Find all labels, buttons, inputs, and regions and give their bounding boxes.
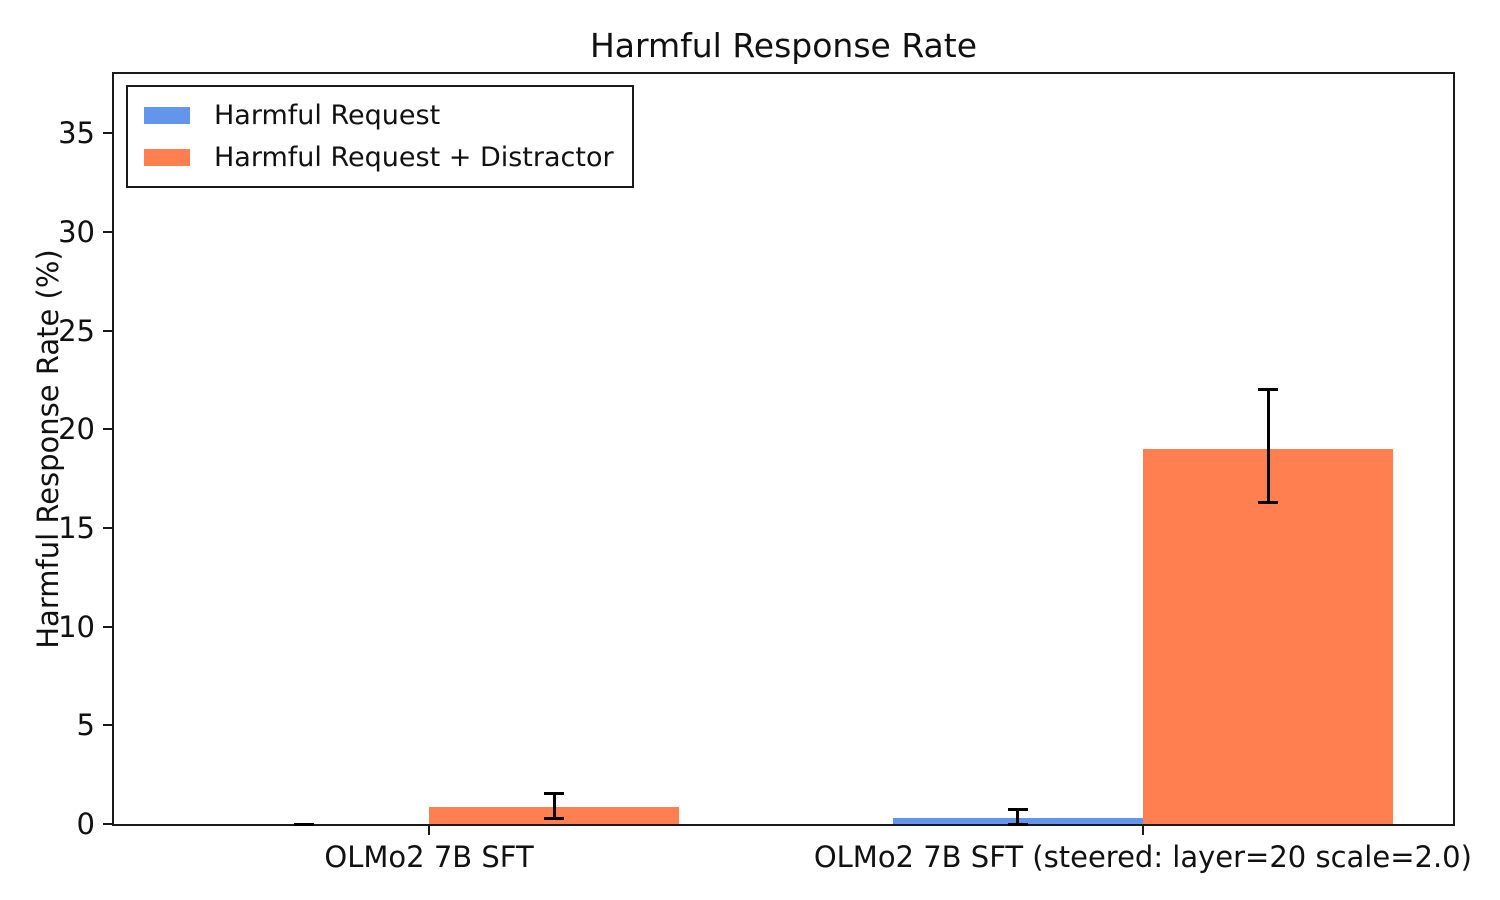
legend-swatch-harmful-request-distractor xyxy=(144,149,190,166)
x-tick-mark xyxy=(428,826,431,835)
y-tick-label: 5 xyxy=(76,708,95,743)
legend-swatch-harmful-request xyxy=(144,107,190,124)
y-tick-mark xyxy=(103,526,112,529)
error-bar-line xyxy=(1016,809,1020,824)
error-bar-cap-bottom xyxy=(544,816,565,820)
y-axis-label: Harmful Response Rate (%) xyxy=(31,249,65,649)
error-bar-cap-bottom xyxy=(293,822,314,826)
error-bar-cap-top xyxy=(1007,807,1028,811)
y-tick-mark xyxy=(103,625,112,628)
plot-area: Harmful Request Harmful Request + Distrac… xyxy=(112,72,1455,826)
bar-harmful-request-distractor-1 xyxy=(1142,449,1394,824)
error-bar-cap-bottom xyxy=(1007,822,1028,826)
error-bar-cap-bottom xyxy=(1258,500,1279,504)
legend-item: Harmful Request + Distractor xyxy=(144,142,614,173)
error-bar-line xyxy=(1266,389,1270,503)
y-tick-label: 35 xyxy=(58,116,95,151)
y-tick-label: 20 xyxy=(58,412,95,447)
y-tick-label: 10 xyxy=(58,609,95,644)
x-tick-mark xyxy=(1141,826,1144,835)
legend: Harmful Request Harmful Request + Distrac… xyxy=(126,85,634,188)
y-tick-mark xyxy=(103,428,112,431)
y-tick-label: 0 xyxy=(76,807,95,841)
y-tick-mark xyxy=(103,724,112,727)
x-tick-label: OLMo2 7B SFT xyxy=(324,840,534,874)
legend-item: Harmful Request xyxy=(144,100,614,131)
y-tick-mark xyxy=(103,823,112,825)
plot-inner xyxy=(114,74,1453,826)
x-tick-label: OLMo2 7B SFT (steered: layer=20 scale=2.… xyxy=(813,840,1472,874)
y-tick-mark xyxy=(103,329,112,332)
error-bar-cap-top xyxy=(1258,388,1279,392)
y-tick-label: 30 xyxy=(58,214,95,249)
y-tick-mark xyxy=(103,132,112,135)
error-bar-cap-top xyxy=(544,791,565,795)
chart-title: Harmful Response Rate xyxy=(589,26,977,65)
y-tick-mark xyxy=(103,230,112,233)
legend-label: Harmful Request + Distractor xyxy=(214,142,614,173)
y-tick-label: 15 xyxy=(58,510,95,545)
legend-label: Harmful Request xyxy=(214,100,441,131)
error-bar-line xyxy=(552,793,556,819)
y-tick-label: 25 xyxy=(58,313,95,348)
